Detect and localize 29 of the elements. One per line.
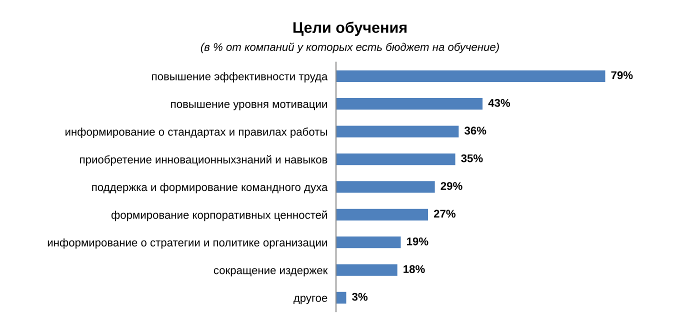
bar [336, 98, 483, 110]
chart-subtitle: (в % от компаний у которых есть бюджет на обучение) [200, 42, 499, 54]
data-label: 27% [434, 210, 456, 218]
bar [336, 292, 346, 304]
data-label: 19% [407, 237, 428, 246]
bar [336, 153, 456, 166]
y-tick-label: повышение уровня мотивации [171, 102, 327, 110]
bar [336, 126, 459, 138]
bar [336, 264, 398, 276]
bar [336, 70, 606, 82]
data-label: 36% [464, 126, 486, 135]
y-tick-label: сокращение издержек [214, 268, 328, 276]
chart-title: Цели обучения [293, 22, 407, 36]
y-tick-label: формирование корпоративных ценностей [111, 210, 327, 222]
y-tick-label: информирование о стратегии и политике организации [48, 238, 327, 249]
y-tick-label: другое [294, 296, 328, 304]
data-label: 43% [488, 98, 510, 107]
data-label: 3% [352, 292, 368, 301]
data-label: 79% [611, 71, 633, 80]
y-tick-label: информирование о стандартах и правилах работы [66, 127, 327, 138]
bar [336, 181, 435, 193]
y-tick-label: приобретение инновационныхзнаний и навыков [80, 155, 328, 166]
data-label: 29% [440, 182, 462, 190]
data-label: 18% [404, 265, 425, 274]
data-label: 35% [461, 154, 483, 162]
bar [336, 236, 401, 248]
bar [336, 208, 428, 220]
y-tick-label: поддержка и формирование командного духа [92, 182, 328, 194]
y-tick-label: повышение эффективности труда [152, 72, 328, 82]
